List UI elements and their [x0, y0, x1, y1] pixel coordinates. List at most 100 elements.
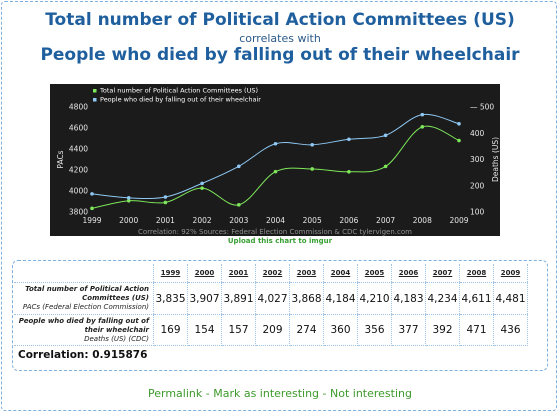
y-left-tick-label: 3800	[69, 208, 88, 217]
data-point-pacs	[200, 186, 204, 190]
year-header: 1999	[154, 264, 188, 282]
table-cell: 360	[324, 314, 358, 346]
row-label-deaths: People who died by falling out of their …	[14, 314, 154, 346]
x-tick-label: 2003	[229, 216, 248, 225]
data-point-deaths	[163, 195, 168, 199]
table-cell: 4,611	[460, 282, 494, 314]
legend-swatch-pacs	[93, 89, 97, 93]
data-point-pacs	[420, 125, 425, 129]
year-header: 2005	[358, 264, 392, 282]
upload-imgur-link[interactable]: Upload this chart to imgur	[227, 237, 333, 245]
data-point-pacs	[383, 164, 388, 169]
table-cell: 392	[426, 314, 460, 346]
row-label-source: Deaths (US) (CDC)	[84, 334, 149, 343]
table-corner	[14, 264, 154, 282]
table-cell: 4,481	[494, 282, 528, 314]
year-header: 2008	[460, 264, 494, 282]
data-table: 1999 2000 2001 2002 2003 2004 2005 2006 …	[14, 264, 528, 346]
footer-separator: -	[202, 387, 214, 400]
x-tick-label: 2001	[156, 216, 175, 225]
table-cell: 3,907	[188, 282, 222, 314]
x-tick-label: 2002	[193, 216, 212, 225]
y-left-axis-label: PACs	[56, 150, 65, 168]
table-cell: 3,835	[154, 282, 188, 314]
data-point-pacs	[126, 198, 131, 203]
footer-separator: -	[319, 387, 330, 400]
table-cell: 436	[494, 314, 528, 346]
year-header: 2001	[222, 264, 256, 282]
year-header: 2004	[324, 264, 358, 282]
table-cell: 169	[154, 314, 188, 346]
data-point-deaths	[273, 141, 278, 146]
table-cell: 4,183	[392, 282, 426, 314]
table-cell: 4,234	[426, 282, 460, 314]
correlation-chart: 3800 4000 4200 4400 4600 4800 100 200 300 400 — 50…	[50, 84, 500, 236]
table-cell: 377	[392, 314, 426, 346]
data-point-deaths	[237, 164, 241, 169]
data-point-deaths	[90, 192, 94, 196]
table-cell: 356	[358, 314, 392, 346]
x-tick-label: 2004	[266, 216, 285, 225]
x-tick-label: 2000	[119, 216, 138, 225]
x-tick-label: 2007	[376, 216, 395, 225]
row-label-title: Total number of Political Action Committ…	[25, 285, 149, 302]
title-series-a: Total number of Political Action Committ…	[45, 10, 515, 30]
table-row: People who died by falling out of their …	[14, 314, 528, 346]
x-tick-label: 2008	[413, 216, 432, 225]
data-point-deaths	[420, 112, 425, 117]
y-left-tick-label: 4000	[69, 187, 88, 196]
year-header: 2003	[290, 264, 324, 282]
year-header: 2009	[494, 264, 528, 282]
title-series-b: People who died by falling out of their …	[40, 45, 520, 65]
y-left-tick-label: 4800	[69, 103, 88, 112]
data-point-pacs	[457, 138, 461, 143]
y-right-tick-label: — 500	[470, 103, 494, 112]
mark-interesting-link[interactable]: Mark as interesting	[213, 387, 320, 400]
year-header: 2006	[392, 264, 426, 282]
legend-label-pacs: Total number of Political Action Committ…	[99, 87, 258, 95]
data-point-deaths	[457, 122, 461, 126]
table-cell: 274	[290, 314, 324, 346]
y-right-axis-label: Deaths (US)	[491, 137, 500, 182]
footer-links: Permalink - Mark as interesting - Not in…	[0, 387, 560, 400]
table-cell: 4,027	[256, 282, 290, 314]
y-right-tick-label: 300	[470, 155, 485, 164]
chart-source-note: Correlation: 92% Sources: Federal Electi…	[138, 228, 412, 236]
table-cell: 471	[460, 314, 494, 346]
row-label-source: PACs (Federal Election Commission)	[22, 303, 149, 311]
data-point-deaths	[347, 137, 351, 142]
table-cell: 209	[256, 314, 290, 346]
row-label-pacs: Total number of Political Action Committ…	[14, 282, 154, 314]
year-header: 2007	[426, 264, 460, 282]
data-point-deaths	[200, 181, 204, 186]
data-point-deaths	[126, 196, 131, 200]
table-cell: 4,210	[358, 282, 392, 314]
x-tick-label: 1999	[82, 216, 101, 225]
y-right-tick-label: 200	[470, 181, 485, 190]
y-right-tick-label: 100	[470, 208, 485, 217]
x-tick-label: 2005	[303, 216, 322, 225]
y-right-tick-label: 400	[470, 129, 485, 138]
data-point-pacs	[347, 169, 351, 174]
permalink-link[interactable]: Permalink	[148, 387, 203, 400]
table-cell: 3,891	[222, 282, 256, 314]
not-interesting-link[interactable]: Not interesting	[330, 387, 412, 400]
legend-label-deaths: People who died by falling out of their …	[100, 96, 261, 104]
x-tick-label: 2006	[339, 216, 358, 225]
y-left-tick-label: 4200	[69, 166, 88, 175]
year-header: 2002	[256, 264, 290, 282]
data-point-pacs	[163, 200, 168, 205]
chart-background	[50, 84, 500, 236]
y-left-tick-label: 4600	[69, 124, 88, 133]
table-cell: 157	[222, 314, 256, 346]
data-point-deaths	[383, 133, 388, 138]
x-tick-label: 2009	[449, 216, 468, 225]
data-point-pacs	[237, 203, 241, 207]
data-point-pacs	[310, 167, 315, 171]
data-point-pacs	[90, 206, 94, 211]
data-table-frame	[12, 260, 548, 371]
table-cell: 4,184	[324, 282, 358, 314]
table-cell: 3,868	[290, 282, 324, 314]
legend-swatch-deaths	[93, 98, 97, 102]
